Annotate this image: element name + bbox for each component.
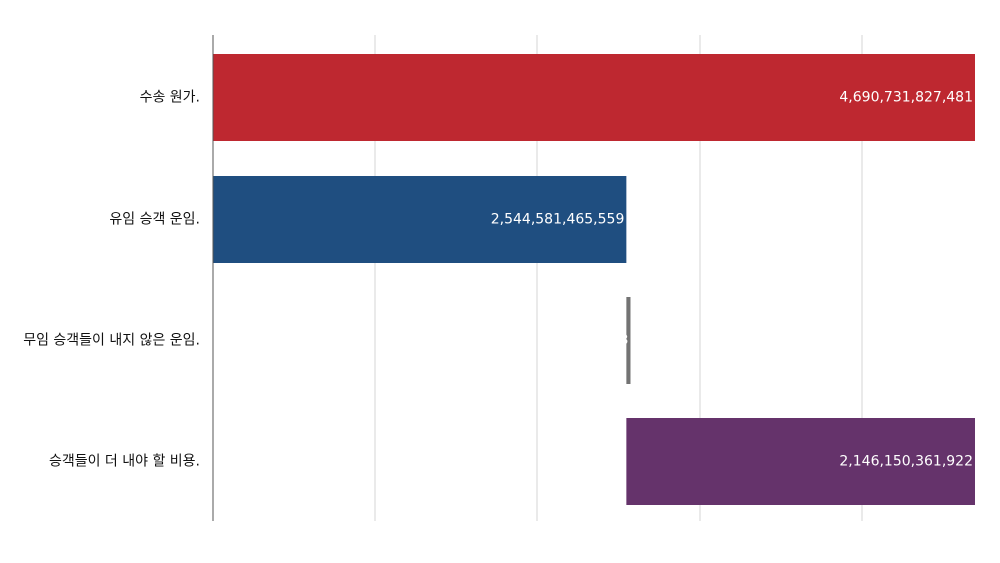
value-label-1: 4,690,731,827,481	[839, 90, 973, 106]
category-label-1: 수송 원가.	[140, 90, 200, 106]
category-label-3: 무임 승객들이 내지 않은 운임.	[23, 333, 200, 349]
value-label-3: 527,784,133	[539, 333, 628, 349]
value-labels: 4,690,731,827,481 2,544,581,465,559 527,78…	[491, 90, 973, 470]
category-label-2: 유임 승객 운임.	[109, 212, 200, 228]
value-label-4: 2,146,150,361,922	[839, 454, 973, 470]
bars	[213, 54, 975, 505]
bar-4	[626, 418, 975, 505]
bar-3	[626, 297, 631, 384]
category-labels: 수송 원가. 유임 승객 운임. 무임 승객들이 내지 않은 운임. 승객들이 더 내…	[23, 90, 200, 470]
value-label-2: 2,544,581,465,559	[491, 212, 625, 228]
bar-1	[213, 54, 975, 141]
category-label-4: 승객들이 더 내야 할 비용.	[49, 454, 200, 470]
bar-2	[213, 176, 627, 263]
